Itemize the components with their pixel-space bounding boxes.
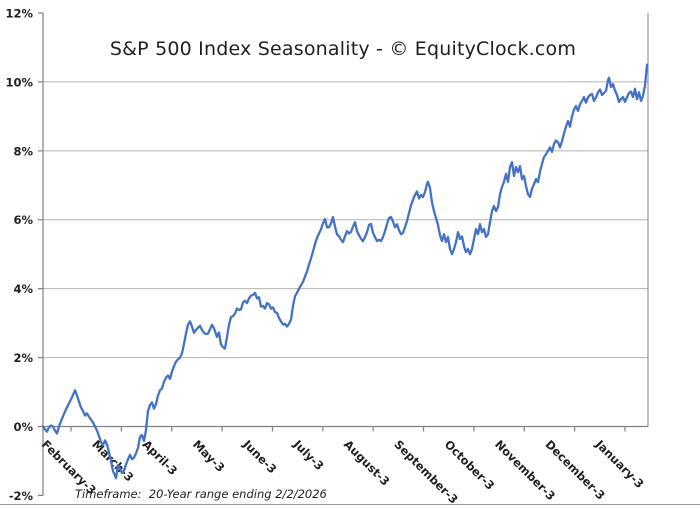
timeframe-note: Timeframe: 20-Year range ending 2/2/2026 bbox=[75, 487, 327, 501]
y-axis-label: 2% bbox=[13, 351, 33, 365]
y-axis-label: 12% bbox=[5, 7, 33, 21]
x-axis-label: October-3 bbox=[442, 437, 497, 492]
y-axis-label: 10% bbox=[5, 75, 33, 89]
chart-title: S&P 500 Index Seasonality - © EquityCloc… bbox=[109, 38, 577, 60]
y-axis-label: -2% bbox=[9, 489, 34, 503]
x-axis-label: April-3 bbox=[140, 437, 181, 478]
y-axis-label: 4% bbox=[13, 282, 33, 296]
x-axis-label: June-3 bbox=[240, 437, 280, 477]
x-axis-label: May-3 bbox=[190, 437, 228, 475]
x-axis-label: March-3 bbox=[89, 437, 136, 484]
seasonality-line-series bbox=[41, 63, 649, 480]
page-divider bbox=[0, 504, 700, 505]
x-axis-label: January-3 bbox=[592, 437, 647, 492]
y-axis-label: 8% bbox=[13, 144, 33, 158]
y-axis-label: 6% bbox=[13, 213, 33, 227]
x-axis-label: July-3 bbox=[290, 437, 327, 474]
x-axis-label: August-3 bbox=[341, 437, 392, 488]
y-axis-label: 0% bbox=[13, 420, 33, 434]
